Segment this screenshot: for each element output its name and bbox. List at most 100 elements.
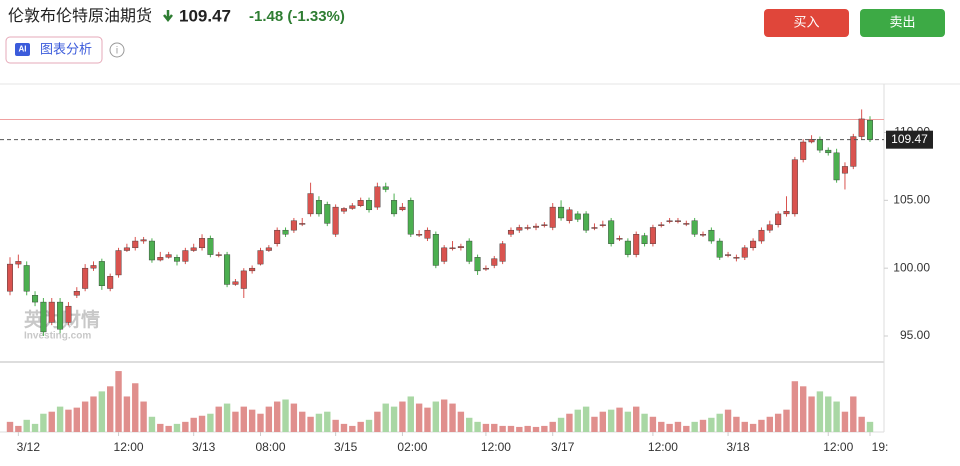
- candle-body: [725, 254, 732, 256]
- volume-bar: [850, 396, 857, 432]
- sell-button[interactable]: [860, 9, 945, 37]
- candle-body: [741, 247, 748, 258]
- volume-bar: [658, 421, 665, 432]
- candle-body: [6, 263, 13, 292]
- candle-body: [416, 234, 423, 236]
- volume-bar: [825, 396, 832, 432]
- candle-body: [23, 265, 30, 292]
- volume-bar: [374, 411, 381, 432]
- volume-bar: [499, 425, 506, 432]
- candle-body: [474, 257, 481, 272]
- volume-bar: [607, 409, 615, 432]
- candle-body: [641, 235, 648, 244]
- volume-bar: [207, 413, 214, 432]
- candle-body: [48, 301, 55, 323]
- volume-bar: [624, 411, 632, 432]
- candle-body: [816, 139, 823, 151]
- candle-body: [775, 213, 782, 225]
- candle-body: [366, 200, 373, 211]
- candle-body: [691, 220, 698, 235]
- volume-bar: [349, 425, 356, 432]
- volume-bar: [691, 421, 698, 432]
- candle-body: [140, 239, 147, 242]
- volume-bar: [708, 417, 715, 432]
- price: 109.47: [179, 6, 231, 25]
- candle-body: [290, 220, 297, 231]
- candle-body: [399, 206, 406, 211]
- volume-bar: [474, 421, 481, 432]
- volume-bar: [132, 383, 139, 432]
- x-tick-label: 19:: [872, 440, 889, 454]
- candle-body: [407, 200, 414, 235]
- last-price-tag: [886, 130, 933, 149]
- volume-bar: [724, 409, 732, 432]
- volume-bar: [482, 423, 490, 432]
- candle-body: [791, 159, 798, 215]
- volume-bar: [248, 409, 256, 432]
- volume-bar: [733, 416, 740, 432]
- candle-body: [800, 141, 807, 160]
- volume-bar: [683, 425, 690, 432]
- volume-bar: [866, 421, 874, 432]
- candle-body: [507, 229, 514, 235]
- x-tick-label: 12:00: [823, 440, 853, 454]
- candle-body: [499, 243, 506, 262]
- volume-bar: [81, 401, 89, 432]
- volume-bar: [716, 413, 723, 432]
- volume-bar: [240, 406, 247, 432]
- volume-bar: [699, 419, 707, 432]
- volume-bar: [574, 409, 581, 432]
- volume-bar: [858, 416, 865, 432]
- x-tick-label: 12:00: [481, 440, 511, 454]
- volume-bar: [223, 403, 231, 432]
- volume-bar: [299, 411, 306, 432]
- volume-bar: [649, 416, 657, 432]
- volume-bar: [591, 416, 598, 432]
- volume-bar: [808, 396, 815, 432]
- candle-body: [299, 223, 306, 225]
- ai-button[interactable]: [5, 36, 103, 64]
- buy-button[interactable]: [764, 9, 849, 37]
- candle-body: [274, 229, 281, 244]
- volume-bar: [23, 419, 30, 432]
- last-price-label: 109.47: [891, 132, 928, 146]
- x-tick-label: 12:00: [648, 440, 678, 454]
- info-icon-glyph: i: [116, 46, 118, 57]
- candle-body: [533, 225, 540, 228]
- x-tick-label: 08:00: [255, 440, 285, 454]
- candle-body: [841, 166, 848, 174]
- x-tick-label: 3/17: [551, 440, 575, 454]
- volume-bar: [157, 423, 164, 432]
- candle-body: [240, 270, 247, 289]
- volume-bar: [65, 409, 72, 432]
- volume-bar: [774, 413, 782, 432]
- candle-body: [758, 229, 765, 242]
- candle-body: [825, 149, 832, 154]
- volume-bar: [6, 421, 14, 432]
- info-icon[interactable]: [109, 42, 125, 58]
- candle-body: [683, 223, 690, 225]
- volume-bar: [491, 423, 498, 432]
- volume-bar: [440, 399, 448, 432]
- instrument-title: 伦敦布伦特原油期货: [8, 7, 152, 25]
- volume-bar: [123, 396, 131, 432]
- candle-body: [215, 254, 222, 256]
- candle-body: [566, 209, 573, 221]
- sell-label: 卖出: [889, 14, 915, 29]
- volume-bar: [783, 409, 790, 432]
- volume-bar: [766, 416, 774, 432]
- candle-body: [157, 257, 164, 261]
- candle-body: [199, 238, 206, 249]
- candle-body: [249, 267, 256, 272]
- candle-body: [207, 238, 214, 255]
- candle-body: [716, 240, 723, 258]
- volume-bar: [106, 386, 114, 432]
- volume-bar: [365, 419, 373, 432]
- volume-bar: [324, 411, 331, 432]
- candle-body: [449, 247, 456, 250]
- candle-body: [374, 186, 381, 208]
- candle-body: [315, 200, 322, 215]
- candle-body: [98, 261, 105, 287]
- candle-body: [324, 204, 331, 224]
- volume-bar: [307, 416, 314, 432]
